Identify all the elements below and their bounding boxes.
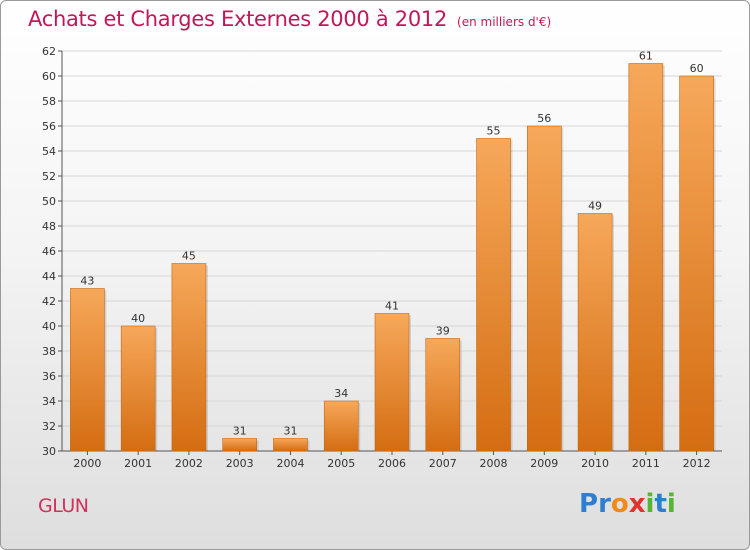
bar-value-label: 40 — [131, 312, 145, 325]
bar-value-label: 60 — [690, 62, 704, 75]
chart-title: Achats et Charges Externes 2000 à 2012 (e… — [28, 7, 551, 31]
y-tick-label: 40 — [42, 320, 56, 333]
y-tick-label: 58 — [42, 95, 56, 108]
y-tick-label: 56 — [42, 120, 56, 133]
bar — [628, 63, 664, 452]
bar-value-label: 34 — [334, 387, 348, 400]
x-tick-label: 2009 — [530, 457, 558, 470]
x-tick-label: 2008 — [480, 457, 508, 470]
y-tick-label: 46 — [42, 245, 56, 258]
bar-value-label: 39 — [436, 325, 450, 338]
bar — [679, 75, 714, 452]
x-tick-label: 2012 — [683, 457, 711, 470]
logo-letter: i — [645, 489, 655, 519]
bar-value-label: 45 — [182, 250, 196, 263]
proxiti-logo[interactable]: Proxiti — [579, 489, 676, 519]
x-tick-label: 2006 — [378, 457, 406, 470]
logo-letter: x — [628, 489, 646, 519]
logo-letter: i — [666, 489, 676, 519]
x-tick-label: 2001 — [124, 457, 152, 470]
y-tick-label: 54 — [42, 145, 56, 158]
y-tick-label: 38 — [42, 345, 56, 358]
chart-unit: (en milliers d'€) — [457, 15, 552, 29]
y-tick-label: 44 — [42, 270, 56, 283]
bars — [70, 63, 716, 452]
bar-value-label: 41 — [385, 300, 399, 313]
y-tick-label: 50 — [42, 195, 56, 208]
y-tick-label: 30 — [42, 445, 56, 458]
bar — [425, 338, 461, 452]
logo-letter: t — [654, 489, 667, 519]
bar — [70, 288, 105, 452]
x-tick-label: 2007 — [429, 457, 457, 470]
bar — [527, 125, 562, 452]
x-tick-label: 2005 — [327, 457, 355, 470]
bar-value-label: 43 — [80, 275, 94, 288]
bar-value-label: 55 — [487, 125, 501, 138]
bar — [577, 213, 613, 452]
y-tick-label: 32 — [42, 420, 56, 433]
bar — [171, 263, 207, 452]
x-tick-label: 2010 — [581, 457, 609, 470]
x-tick-label: 2011 — [632, 457, 660, 470]
x-tick-label: 2000 — [73, 457, 101, 470]
x-tick-label: 2004 — [276, 457, 304, 470]
bar-value-label: 61 — [639, 50, 653, 63]
chart-title-text: Achats et Charges Externes 2000 à 2012 — [28, 7, 448, 31]
x-tick-label: 2002 — [175, 457, 203, 470]
logo-letter: P — [579, 489, 599, 519]
bar — [120, 325, 156, 452]
y-tick-label: 52 — [42, 170, 56, 183]
logo-letter: r — [598, 489, 611, 519]
y-tick-label: 36 — [42, 370, 56, 383]
bar — [323, 400, 359, 452]
bar — [374, 313, 410, 452]
labels: 30 32 34 36 38 40 42 44 46 48 50 52 54 56 58 60 62 43 2000… — [42, 45, 711, 470]
bar — [476, 138, 511, 452]
y-tick-label: 34 — [42, 395, 56, 408]
logo-letter: o — [610, 489, 629, 519]
bar — [273, 438, 308, 452]
commune-name: GLUN — [38, 495, 89, 517]
bar-value-label: 31 — [233, 425, 247, 438]
y-tick-label: 48 — [42, 220, 56, 233]
y-tick-label: 60 — [42, 70, 56, 83]
y-tick-label: 42 — [42, 295, 56, 308]
bar — [222, 438, 257, 452]
y-tick-label: 62 — [42, 45, 56, 58]
bar-value-label: 56 — [537, 112, 551, 125]
bar-value-label: 49 — [588, 200, 602, 213]
bar-value-label: 31 — [283, 425, 297, 438]
x-tick-label: 2003 — [226, 457, 254, 470]
